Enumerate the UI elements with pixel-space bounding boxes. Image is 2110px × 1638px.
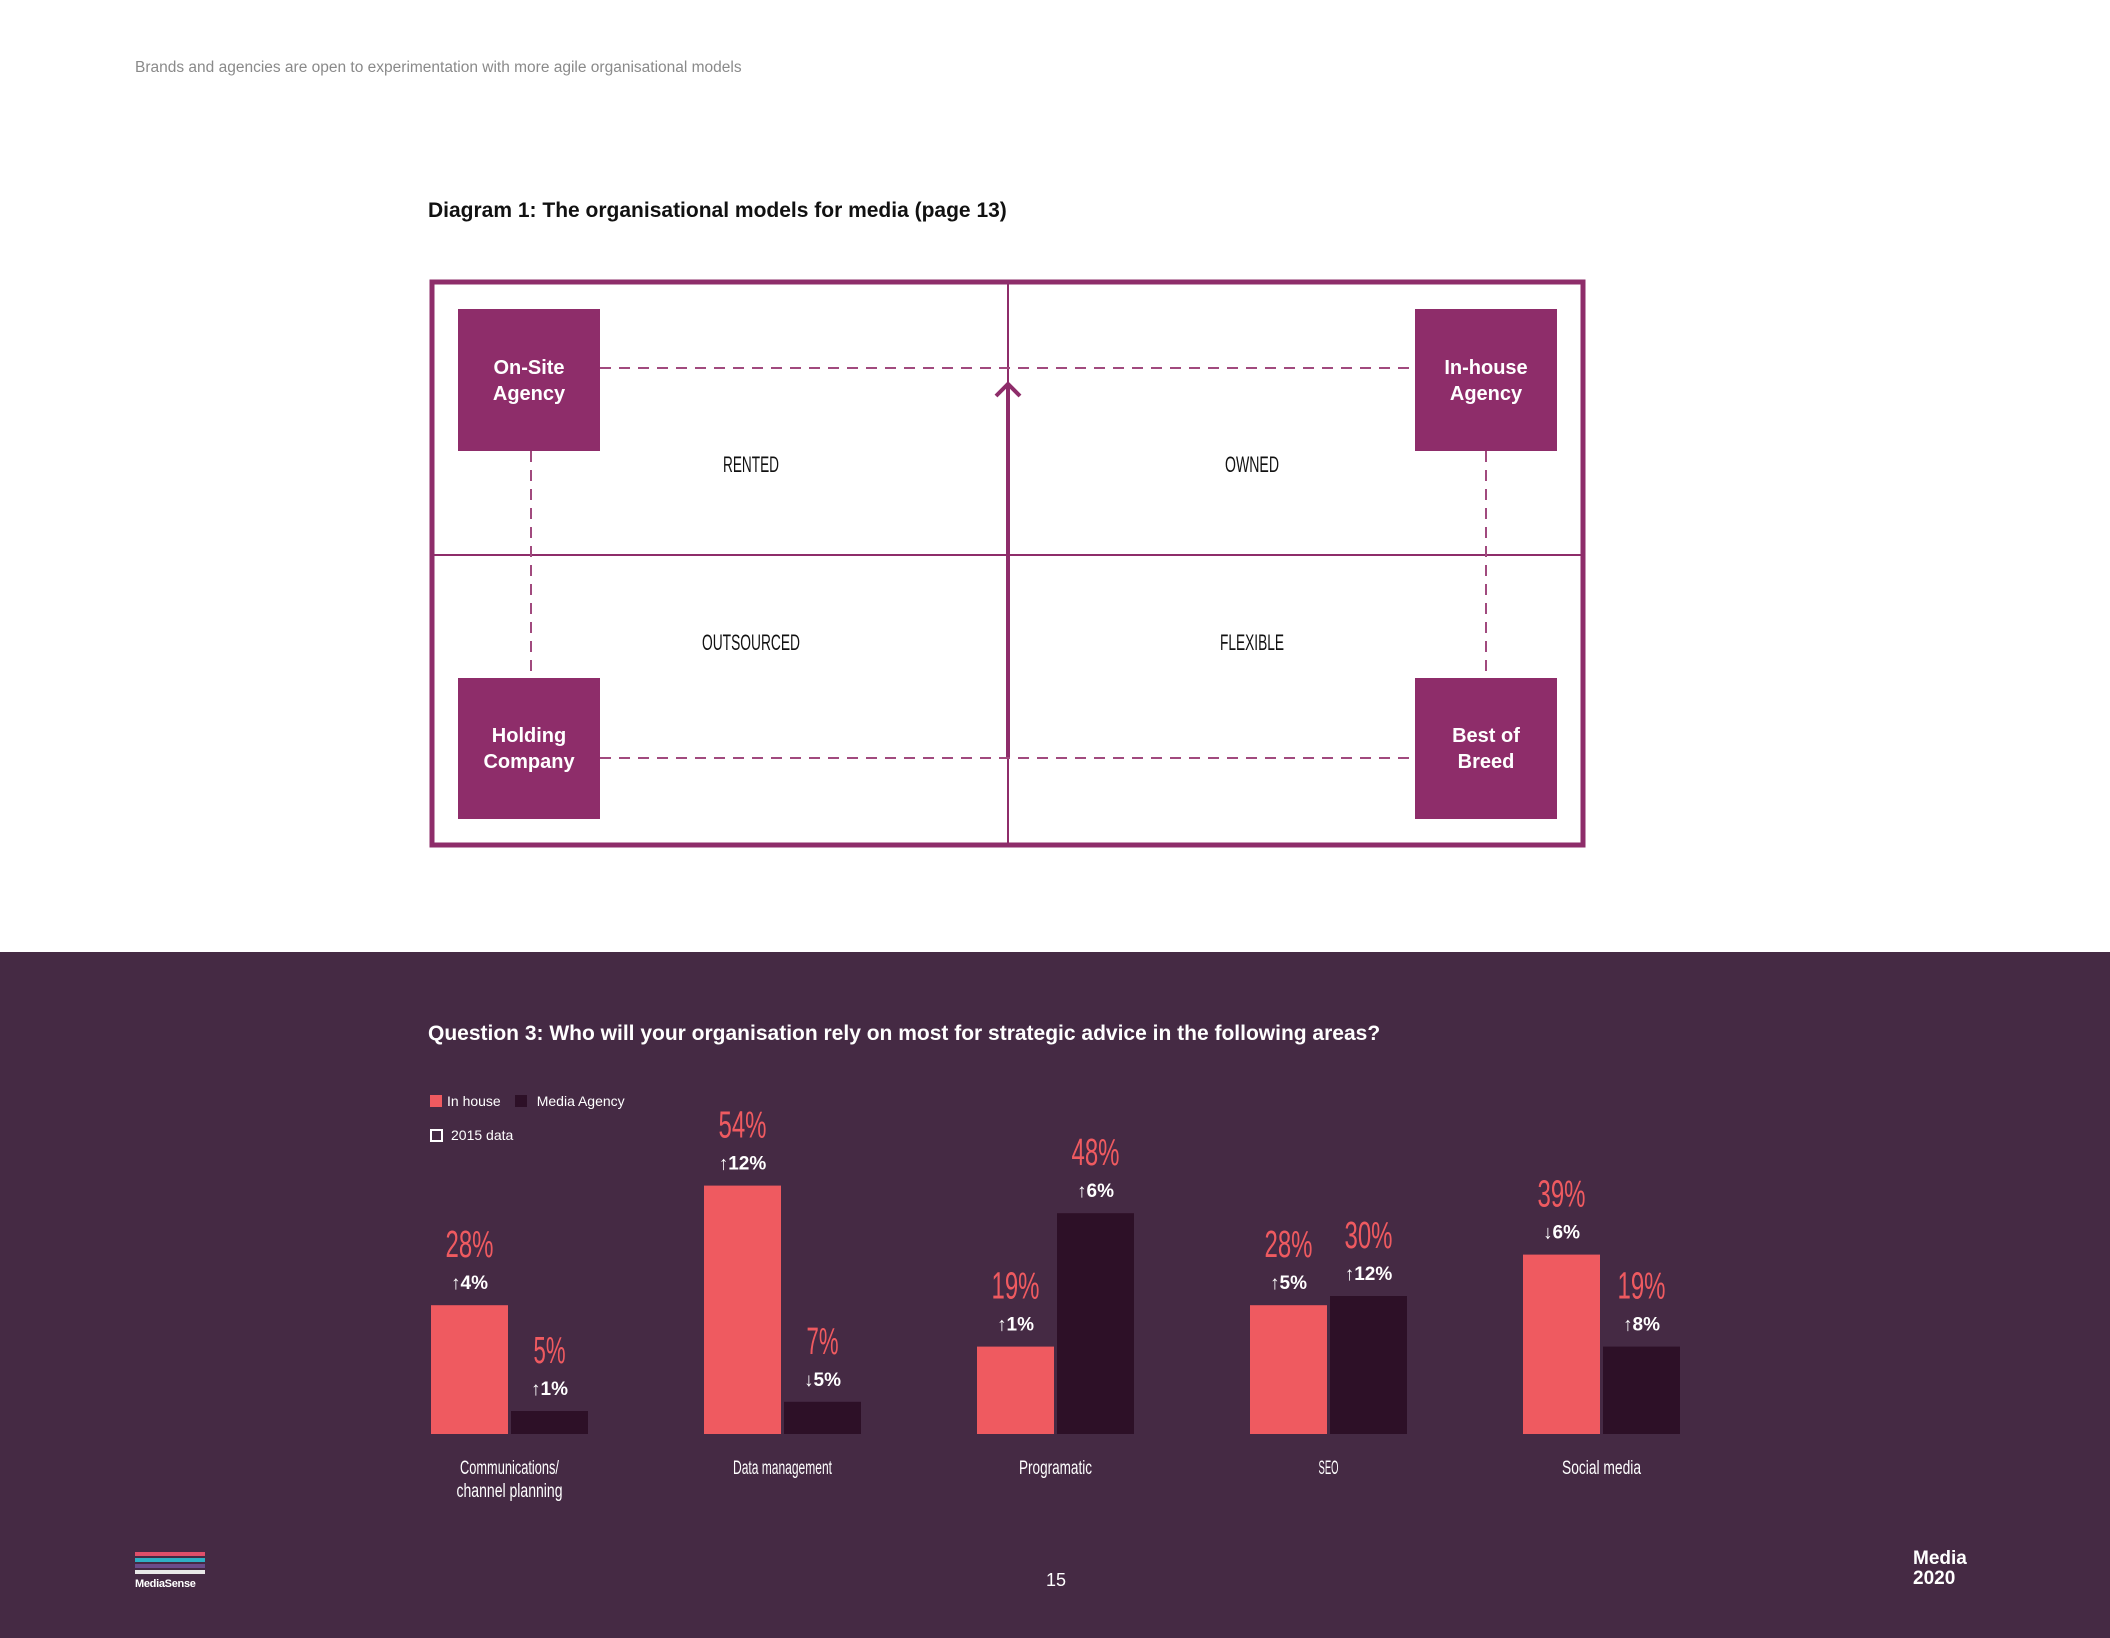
svg-text:On-Site: On-Site (493, 357, 564, 379)
legend-swatch-agency (514, 1095, 527, 1107)
mediasense-logo: MediaSense (135, 1552, 205, 1590)
box-on-site-agency: On-Site Agency (458, 309, 600, 451)
box-best-of-breed: Best of Breed (1415, 678, 1557, 819)
quadrant-label-outsourced: OUTSOURCED (702, 630, 800, 655)
diagram-arrow-head (994, 381, 1022, 398)
diagram-title: Diagram 1: The organisational models for… (428, 199, 1007, 222)
quadrant-label-rented: RENTED (723, 452, 779, 477)
legend-label-2015: 2015 data (451, 1127, 514, 1143)
quadrant-label-owned: OWNED (1225, 452, 1279, 477)
page-number: 15 (1045, 1570, 1067, 1590)
svg-text:Agency: Agency (493, 383, 566, 405)
svg-text:Best of: Best of (1452, 725, 1520, 747)
logo-bar (135, 1570, 205, 1574)
media-2020-brand: Media 2020 (1913, 1549, 1967, 1589)
svg-text:Holding: Holding (492, 725, 566, 747)
quadrant-label-flexible: FLEXIBLE (1220, 630, 1284, 655)
legend-swatch-2015 (430, 1128, 443, 1142)
svg-text:Company: Company (483, 751, 575, 773)
svg-text:Agency: Agency (1450, 383, 1523, 405)
question-panel (0, 952, 2110, 1638)
org-models-diagram: On-Site Agency In-house Agency Holding C… (429, 279, 1586, 848)
legend-label-agency: Media Agency (536, 1093, 625, 1109)
legend-label-inhouse: In house (447, 1093, 501, 1109)
logo-bar (135, 1552, 205, 1556)
brand-line-1: Media (1913, 1548, 1967, 1569)
box-holding-company: Holding Company (458, 678, 600, 819)
svg-text:Breed: Breed (1458, 751, 1515, 773)
chart-legend: In house Media Agency (430, 1093, 625, 1109)
logo-bar (135, 1564, 205, 1568)
logo-bar (135, 1558, 205, 1562)
box-in-house-agency: In-house Agency (1415, 309, 1557, 451)
brand-line-2: 2020 (1913, 1568, 1956, 1589)
legend-swatch-inhouse (430, 1095, 442, 1107)
page-header-text: Brands and agencies are open to experime… (135, 59, 742, 76)
logo-text: MediaSense (135, 1578, 196, 1590)
question-title: Question 3: Who will your organisation r… (428, 1022, 1381, 1045)
chart-legend-2015: 2015 data (430, 1127, 513, 1143)
svg-text:In-house: In-house (1444, 357, 1527, 379)
